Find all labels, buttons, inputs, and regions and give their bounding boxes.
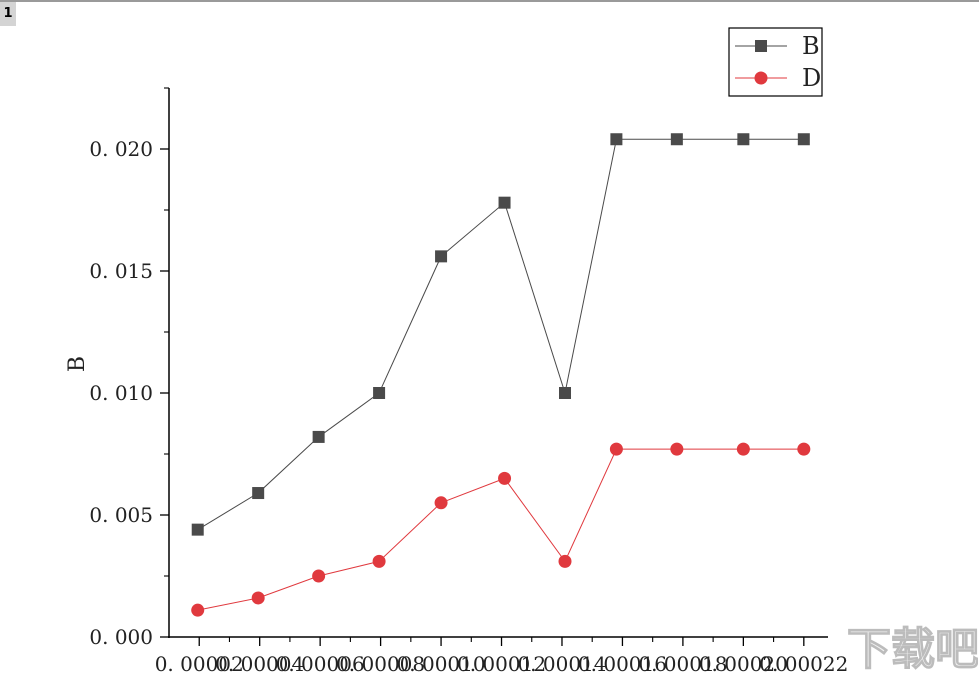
x-tick-label: 0. 00012 bbox=[457, 652, 546, 676]
data-point-D bbox=[609, 442, 623, 456]
data-point-B bbox=[191, 523, 204, 536]
data-point-B bbox=[435, 250, 448, 263]
data-point-B bbox=[252, 487, 265, 500]
data-point-D bbox=[191, 603, 205, 617]
legend-label-B: B bbox=[802, 32, 820, 60]
series-layer bbox=[191, 133, 811, 617]
watermark-text: 下载吧 bbox=[848, 624, 978, 675]
window-top-border bbox=[0, 0, 979, 2]
data-point-B bbox=[498, 196, 511, 209]
data-point-D bbox=[434, 496, 448, 510]
y-axis-title: B bbox=[65, 356, 90, 372]
x-tick-label: 0. 00010 bbox=[397, 652, 486, 676]
data-point-B bbox=[312, 430, 325, 443]
data-point-B bbox=[559, 387, 572, 399]
data-point-B bbox=[737, 133, 750, 146]
x-tick-label: 0. 00014 bbox=[517, 652, 606, 676]
data-point-D bbox=[312, 569, 326, 583]
x-tick-label: 0. 00016 bbox=[578, 652, 667, 676]
y-tick-label: 0. 020 bbox=[89, 137, 153, 161]
x-tick-label: 0. 00018 bbox=[638, 652, 727, 676]
legend-marker-D bbox=[754, 71, 768, 85]
data-point-B bbox=[670, 133, 683, 146]
x-tick-label: 0. 00008 bbox=[336, 652, 425, 676]
y-tick-label: 0. 010 bbox=[89, 381, 153, 405]
legend-marker-B bbox=[755, 40, 767, 52]
watermark-logo: 下载吧 bbox=[848, 623, 978, 675]
data-point-D bbox=[372, 554, 386, 568]
data-point-D bbox=[498, 471, 512, 485]
data-point-B bbox=[610, 133, 623, 146]
data-point-D bbox=[797, 442, 811, 456]
y-tick-label: 0. 005 bbox=[89, 503, 153, 527]
legend-label-D: D bbox=[802, 64, 821, 92]
y-tick-label: 0. 015 bbox=[89, 259, 153, 283]
data-point-B bbox=[797, 133, 810, 146]
data-point-D bbox=[558, 554, 572, 568]
legend-box bbox=[728, 27, 823, 97]
x-tick-label: 0. 00006 bbox=[276, 652, 365, 676]
x-tick-label: 0. 00002 bbox=[155, 652, 244, 676]
data-point-D bbox=[670, 442, 684, 456]
legend: BD bbox=[728, 27, 823, 97]
sheet-tab[interactable]: 1 bbox=[0, 2, 16, 26]
x-tick-label: 0. 00022 bbox=[759, 652, 848, 676]
x-tick-label: 0. 00020 bbox=[699, 652, 788, 676]
data-point-D bbox=[251, 591, 265, 605]
data-point-D bbox=[736, 442, 750, 456]
data-point-B bbox=[373, 387, 386, 399]
x-tick-label: 0. 00004 bbox=[215, 652, 304, 676]
y-tick-label: 0. 000 bbox=[89, 625, 153, 649]
